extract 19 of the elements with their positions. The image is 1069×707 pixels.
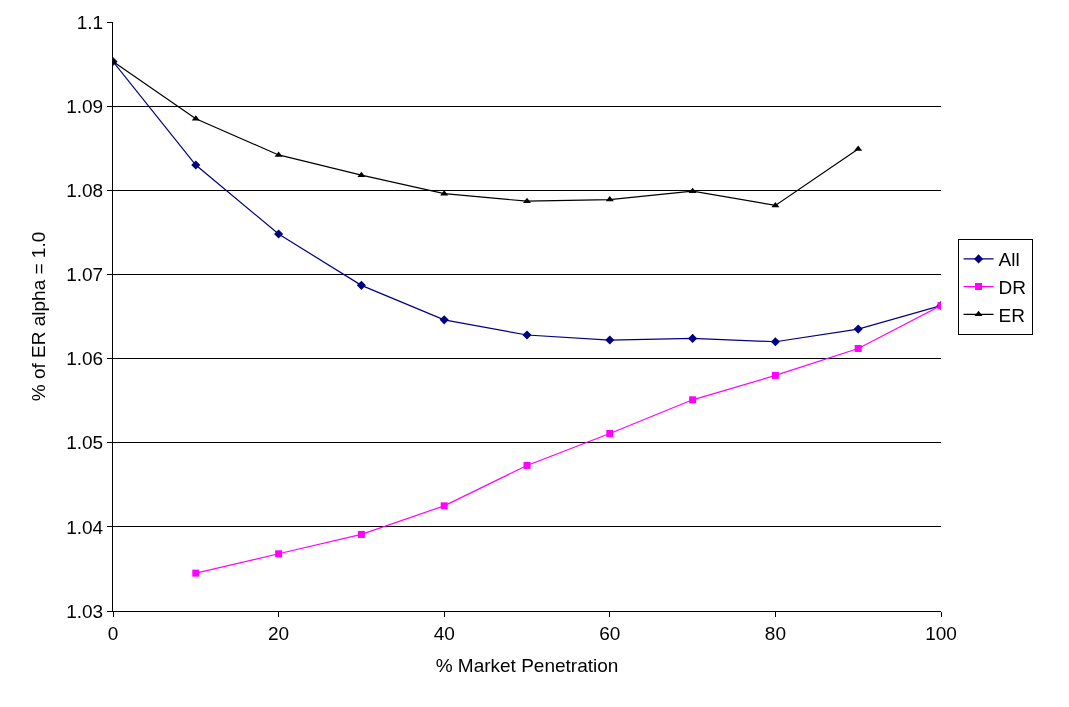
y-tick-label: 1.08 [66, 179, 104, 201]
x-tick-label: 100 [925, 622, 957, 644]
x-tick-label: 60 [599, 622, 621, 644]
x-tick-label: 20 [268, 622, 290, 644]
legend-label: All [998, 249, 1020, 271]
y-axis-title: % of ER alpha = 1.0 [28, 231, 50, 402]
x-tick-label: 0 [107, 622, 119, 644]
y-tick-label: 1.07 [66, 264, 104, 286]
y-tick-label: 1.04 [66, 516, 104, 538]
x-axis-title: % Market Penetration [435, 654, 619, 676]
legend-label: DR [998, 277, 1027, 299]
y-tick-label: 1.09 [66, 95, 104, 117]
y-tick-label: 1.03 [66, 600, 104, 622]
y-tick-label: 1.1 [76, 11, 104, 33]
x-tick-label: 40 [433, 622, 455, 644]
y-tick-label: 1.06 [66, 348, 104, 370]
x-tick-label: 80 [764, 622, 786, 644]
legend-label: ER [998, 304, 1025, 326]
y-tick-label: 1.05 [66, 432, 104, 454]
